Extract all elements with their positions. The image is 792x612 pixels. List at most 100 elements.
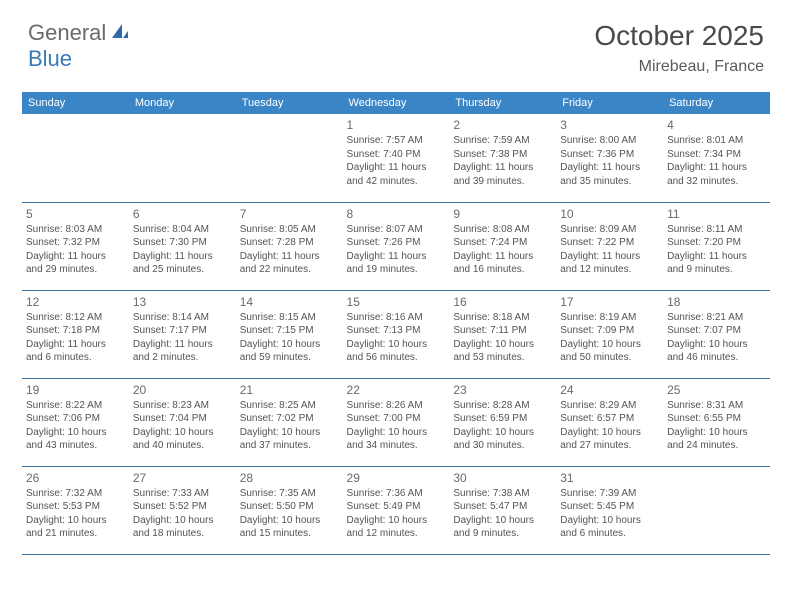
day-number: 27 <box>133 471 232 485</box>
calendar-cell: 25Sunrise: 8:31 AMSunset: 6:55 PMDayligh… <box>663 378 770 466</box>
daylight-text: Daylight: 10 hours and 6 minutes. <box>560 514 659 541</box>
daylight-text: Daylight: 11 hours and 29 minutes. <box>26 250 125 277</box>
calendar-body: 1Sunrise: 7:57 AMSunset: 7:40 PMDaylight… <box>22 114 770 554</box>
day-number: 23 <box>453 383 552 397</box>
calendar-cell: 23 Sunrise: 8:28 AMSunset: 6:59 PMDayligh… <box>449 378 556 466</box>
day-header: Sunday <box>22 92 129 114</box>
day-number: 28 <box>240 471 339 485</box>
day-number: 10 <box>560 207 659 221</box>
daylight-text: Daylight: 10 hours and 43 minutes. <box>26 426 125 453</box>
sunset-text: Sunset: 7:07 PM <box>667 324 766 338</box>
daylight-text: Daylight: 10 hours and 15 minutes. <box>240 514 339 541</box>
sunrise-text: Sunrise: 7:59 AM <box>453 134 552 148</box>
day-info: Sunrise: 8:11 AMSunset: 7:20 PMDaylight:… <box>667 223 766 277</box>
day-number: 18 <box>667 295 766 309</box>
daylight-text: Daylight: 10 hours and 12 minutes. <box>347 514 446 541</box>
daylight-text: Daylight: 10 hours and 21 minutes. <box>26 514 125 541</box>
sunrise-text: Sunrise: 7:36 AM <box>347 487 446 501</box>
daylight-text: Daylight: 10 hours and 24 minutes. <box>667 426 766 453</box>
calendar-cell: 9Sunrise: 8:08 AMSunset: 7:24 PMDaylight… <box>449 202 556 290</box>
calendar-cell <box>129 114 236 202</box>
day-number: 17 <box>560 295 659 309</box>
calendar-cell: 12Sunrise: 8:12 AMSunset: 7:18 PMDayligh… <box>22 290 129 378</box>
sunset-text: Sunset: 7:34 PM <box>667 148 766 162</box>
logo-sail-icon <box>110 22 130 45</box>
day-number: 19 <box>26 383 125 397</box>
sunrise-text: Sunrise: 7:38 AM <box>453 487 552 501</box>
location-label: Mirebeau, France <box>594 58 764 76</box>
day-info: Sunrise: 8:22 AMSunset: 7:06 PMDaylight:… <box>26 399 125 453</box>
day-header: Friday <box>556 92 663 114</box>
day-number: 4 <box>667 118 766 132</box>
calendar-cell: 28 Sunrise: 7:35 AMSunset: 5:50 PMDayligh… <box>236 466 343 554</box>
day-info: Sunrise: 7:33 AMSunset: 5:52 PMDaylight:… <box>133 487 232 541</box>
daylight-text: Daylight: 11 hours and 22 minutes. <box>240 250 339 277</box>
calendar-cell: 7Sunrise: 8:05 AMSunset: 7:28 PMDaylight… <box>236 202 343 290</box>
daylight-text: Daylight: 11 hours and 9 minutes. <box>667 250 766 277</box>
sunset-text: Sunset: 7:18 PM <box>26 324 125 338</box>
day-info: Sunrise: 8:16 AMSunset: 7:13 PMDaylight:… <box>347 311 446 365</box>
sunset-text: Sunset: 7:02 PM <box>240 412 339 426</box>
sunset-text: Sunset: 6:55 PM <box>667 412 766 426</box>
calendar-cell: 5 Sunrise: 8:03 AMSunset: 7:32 PMDaylight… <box>22 202 129 290</box>
sunrise-text: Sunrise: 8:26 AM <box>347 399 446 413</box>
day-number: 7 <box>240 207 339 221</box>
daylight-text: Daylight: 11 hours and 39 minutes. <box>453 161 552 188</box>
daylight-text: Daylight: 11 hours and 2 minutes. <box>133 338 232 365</box>
sunrise-text: Sunrise: 8:05 AM <box>240 223 339 237</box>
daylight-text: Daylight: 10 hours and 18 minutes. <box>133 514 232 541</box>
sunset-text: Sunset: 7:26 PM <box>347 236 446 250</box>
day-info: Sunrise: 8:28 AMSunset: 6:59 PMDaylight:… <box>453 399 552 453</box>
day-info: Sunrise: 8:25 AMSunset: 7:02 PMDaylight:… <box>240 399 339 453</box>
calendar-week-row: 1Sunrise: 7:57 AMSunset: 7:40 PMDaylight… <box>22 114 770 202</box>
sunrise-text: Sunrise: 8:16 AM <box>347 311 446 325</box>
day-number: 15 <box>347 295 446 309</box>
sunset-text: Sunset: 7:36 PM <box>560 148 659 162</box>
calendar-cell: 29Sunrise: 7:36 AMSunset: 5:49 PMDayligh… <box>343 466 450 554</box>
day-number: 16 <box>453 295 552 309</box>
calendar-cell: 31Sunrise: 7:39 AMSunset: 5:45 PMDayligh… <box>556 466 663 554</box>
day-info: Sunrise: 8:21 AMSunset: 7:07 PMDaylight:… <box>667 311 766 365</box>
calendar-cell: 18 Sunrise: 8:21 AMSunset: 7:07 PMDayligh… <box>663 290 770 378</box>
day-number: 8 <box>347 207 446 221</box>
sunrise-text: Sunrise: 7:33 AM <box>133 487 232 501</box>
sunrise-text: Sunrise: 8:01 AM <box>667 134 766 148</box>
calendar-cell <box>236 114 343 202</box>
calendar-cell: 3Sunrise: 8:00 AMSunset: 7:36 PMDaylight… <box>556 114 663 202</box>
sunrise-text: Sunrise: 7:35 AM <box>240 487 339 501</box>
sunset-text: Sunset: 7:04 PM <box>133 412 232 426</box>
day-number: 29 <box>347 471 446 485</box>
sunset-text: Sunset: 5:47 PM <box>453 500 552 514</box>
sunset-text: Sunset: 5:50 PM <box>240 500 339 514</box>
day-number: 5 <box>26 207 125 221</box>
day-number: 9 <box>453 207 552 221</box>
calendar-cell: 22Sunrise: 8:26 AMSunset: 7:00 PMDayligh… <box>343 378 450 466</box>
day-info: Sunrise: 8:12 AMSunset: 7:18 PMDaylight:… <box>26 311 125 365</box>
sunrise-text: Sunrise: 8:19 AM <box>560 311 659 325</box>
calendar-cell <box>663 466 770 554</box>
sunrise-text: Sunrise: 8:00 AM <box>560 134 659 148</box>
day-info: Sunrise: 8:03 AMSunset: 7:32 PMDaylight:… <box>26 223 125 277</box>
day-info: Sunrise: 7:39 AMSunset: 5:45 PMDaylight:… <box>560 487 659 541</box>
daylight-text: Daylight: 11 hours and 42 minutes. <box>347 161 446 188</box>
sunrise-text: Sunrise: 8:11 AM <box>667 223 766 237</box>
calendar-cell: 6Sunrise: 8:04 AMSunset: 7:30 PMDaylight… <box>129 202 236 290</box>
calendar-cell: 8Sunrise: 8:07 AMSunset: 7:26 PMDaylight… <box>343 202 450 290</box>
calendar-cell <box>22 114 129 202</box>
sunrise-text: Sunrise: 8:28 AM <box>453 399 552 413</box>
sunrise-text: Sunrise: 8:14 AM <box>133 311 232 325</box>
day-header: Thursday <box>449 92 556 114</box>
day-info: Sunrise: 8:19 AMSunset: 7:09 PMDaylight:… <box>560 311 659 365</box>
calendar-cell: 30Sunrise: 7:38 AMSunset: 5:47 PMDayligh… <box>449 466 556 554</box>
day-info: Sunrise: 8:31 AMSunset: 6:55 PMDaylight:… <box>667 399 766 453</box>
logo: General <box>28 20 132 46</box>
sunset-text: Sunset: 7:11 PM <box>453 324 552 338</box>
sunset-text: Sunset: 6:59 PM <box>453 412 552 426</box>
calendar-cell: 27 Sunrise: 7:33 AMSunset: 5:52 PMDayligh… <box>129 466 236 554</box>
day-number: 13 <box>133 295 232 309</box>
calendar-cell: 2Sunrise: 7:59 AMSunset: 7:38 PMDaylight… <box>449 114 556 202</box>
sunrise-text: Sunrise: 8:07 AM <box>347 223 446 237</box>
day-number: 26 <box>26 471 125 485</box>
day-info: Sunrise: 8:29 AMSunset: 6:57 PMDaylight:… <box>560 399 659 453</box>
daylight-text: Daylight: 10 hours and 53 minutes. <box>453 338 552 365</box>
